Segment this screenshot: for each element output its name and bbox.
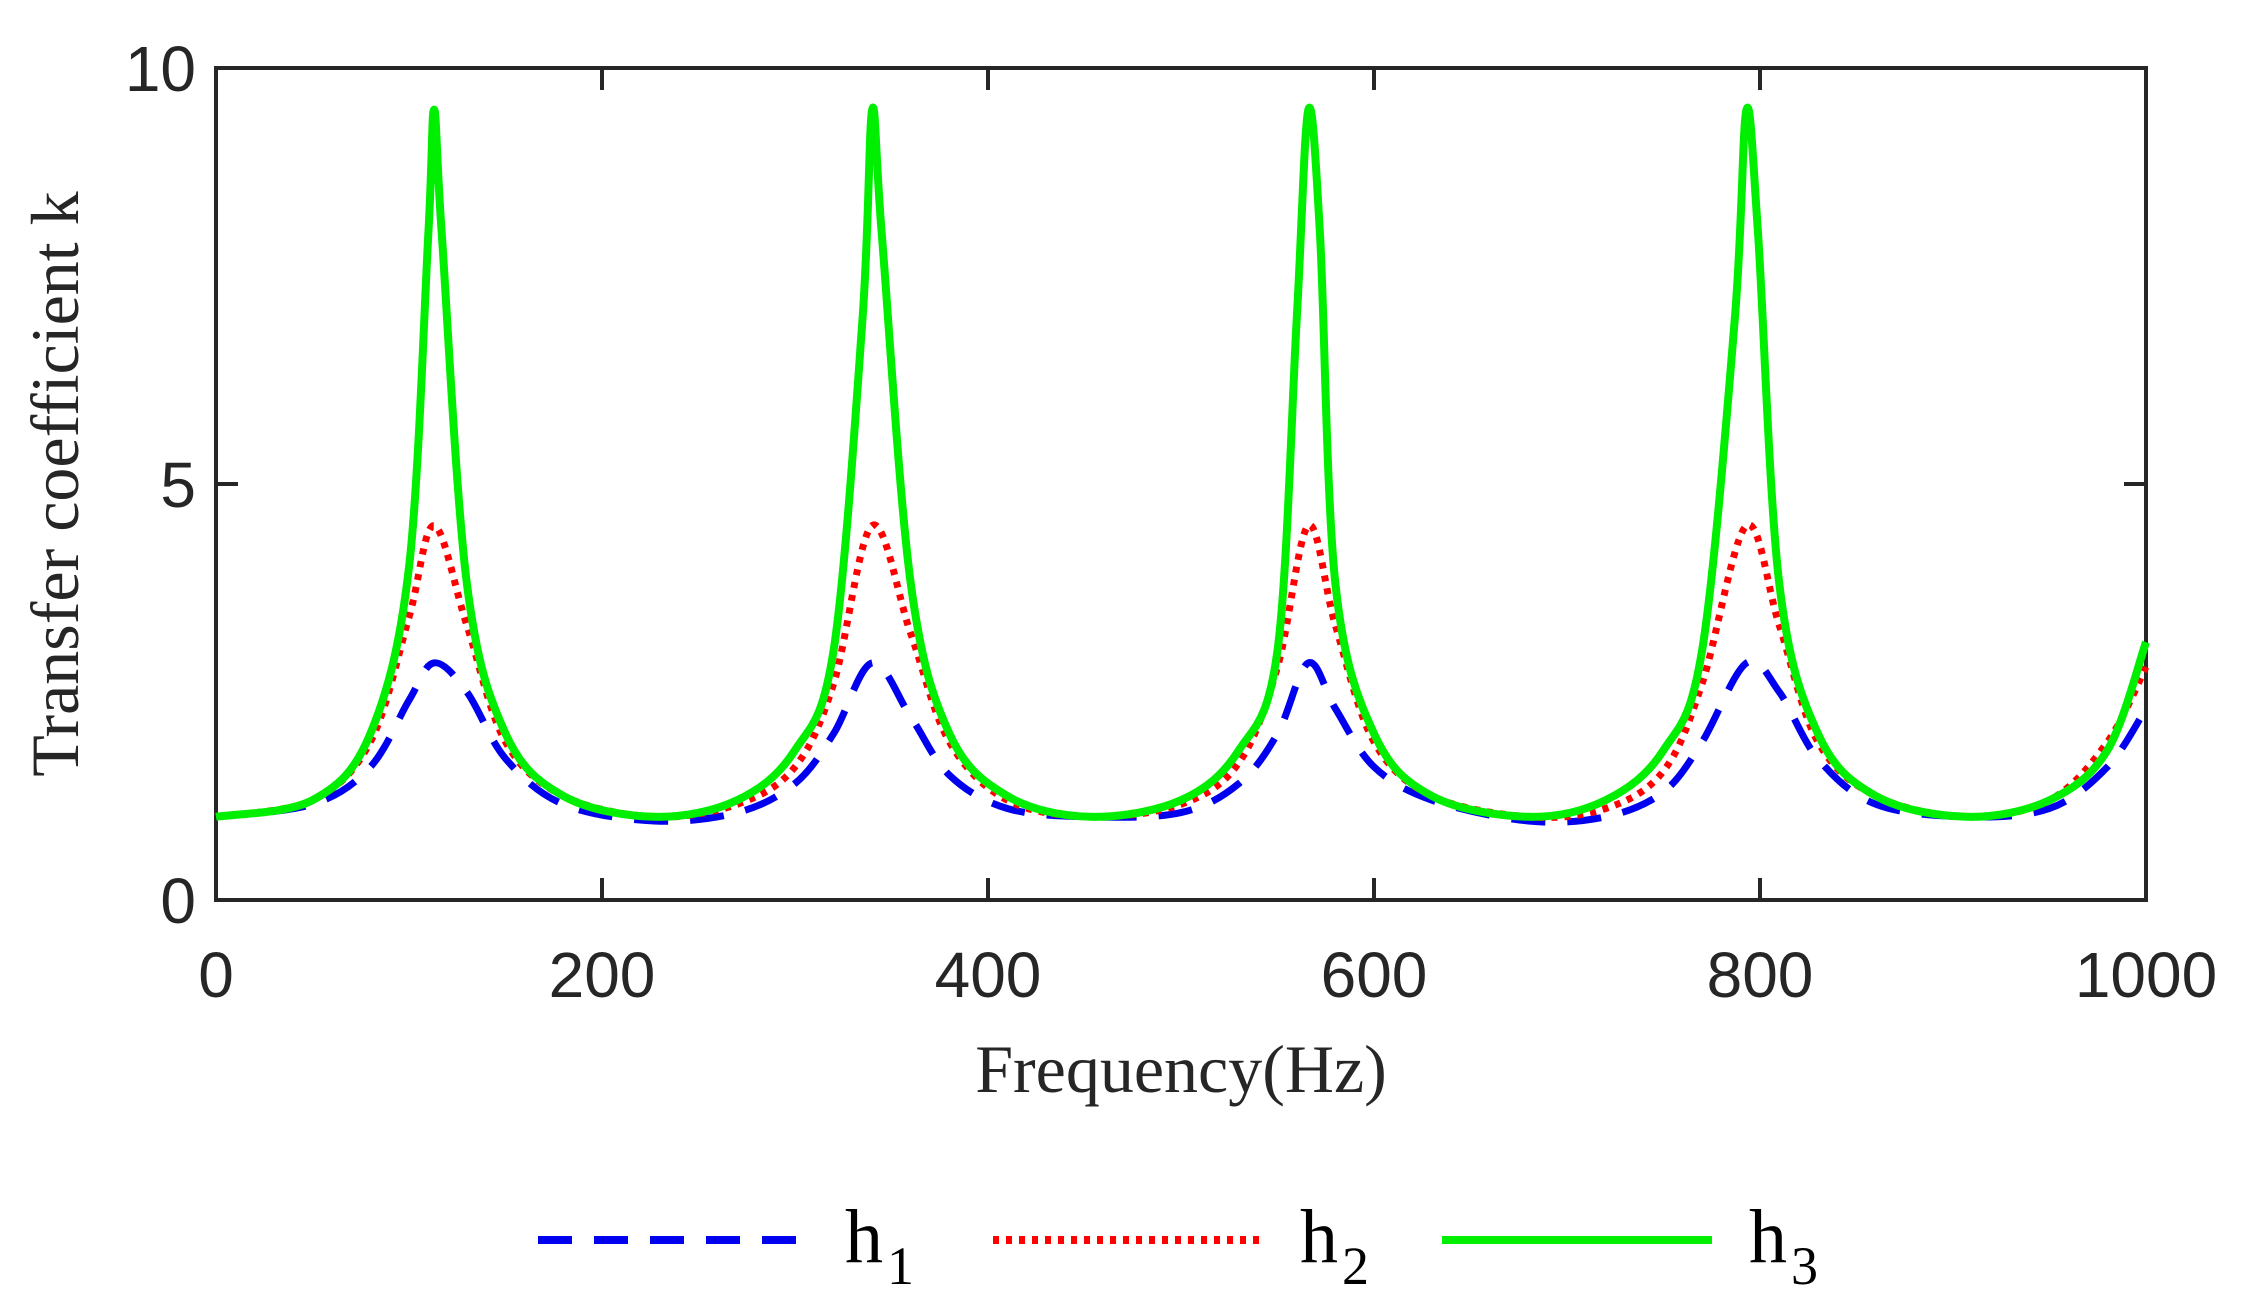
- legend-label-h3-main: h: [1749, 1195, 1787, 1279]
- x-tick-label-0: 0: [198, 939, 234, 1011]
- y-tick-label-5: 5: [160, 449, 196, 521]
- y-axis-label: Transfer coefficient k: [17, 191, 93, 776]
- legend-label-h3-sub: 3: [1791, 1236, 1818, 1296]
- legend-label-h3: h3: [1749, 1195, 1818, 1296]
- x-axis-label: Frequency(Hz): [975, 1031, 1387, 1107]
- legend-label-h2: h2: [1300, 1195, 1369, 1296]
- legend-label-h1-sub: 1: [887, 1236, 914, 1296]
- legend-label-h2-sub: 2: [1342, 1236, 1369, 1296]
- tick-layer: 0 200 400 600 800 1000 0 5 10: [125, 33, 2217, 1011]
- legend-label-h2-main: h: [1300, 1195, 1338, 1279]
- series-layer: [215, 103, 2150, 826]
- x-tick-label-1000: 1000: [2075, 939, 2217, 1011]
- series-line-h1: [215, 657, 2149, 826]
- series-line-h3: [215, 103, 2150, 821]
- legend-label-h1: h1: [845, 1195, 914, 1296]
- x-tick-label-400: 400: [935, 939, 1042, 1011]
- x-tick-label-800: 800: [1707, 939, 1814, 1011]
- y-tick-label-10: 10: [125, 33, 196, 105]
- series-line-h2: [215, 521, 2150, 821]
- plot-area: [214, 66, 2148, 902]
- x-tick-label-600: 600: [1321, 939, 1428, 1011]
- legend: h1 h2 h3: [538, 1195, 1818, 1296]
- legend-label-h1-main: h: [845, 1195, 883, 1279]
- y-tick-label-0: 0: [160, 865, 196, 937]
- x-tick-label-200: 200: [549, 939, 656, 1011]
